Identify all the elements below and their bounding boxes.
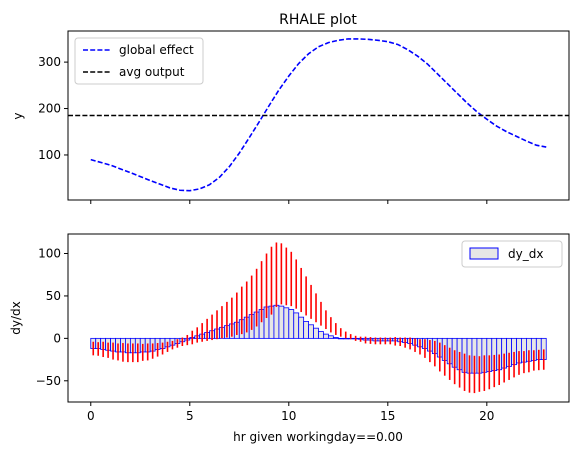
bottom-x-axis-label: hr given workingday==0.00	[233, 430, 403, 444]
top-y-tick-label: 200	[38, 102, 61, 116]
bottom-panel: −50 0 50 100 0 5 10 15 20 hr given workingday==…	[9, 233, 570, 444]
bottom-y-tick-label: 100	[38, 247, 61, 261]
top-panel-title: RHALE plot	[279, 12, 357, 28]
bottom-plot-area	[67, 233, 570, 403]
dy-dx-bar	[298, 316, 305, 339]
top-series	[68, 38, 569, 192]
bottom-x-ticks: 0 5 10 15 20	[87, 402, 494, 423]
bottom-y-axis-label: dy/dx	[9, 301, 23, 334]
dy-dx-bar	[318, 331, 324, 339]
top-y-ticks: 100 200 300	[38, 55, 68, 162]
bottom-x-tick-label: 20	[479, 409, 494, 423]
legend-label-dy-dx: dy_dx	[508, 247, 543, 261]
bottom-x-tick-label: 10	[281, 409, 296, 423]
dy-dx-bar	[308, 324, 314, 339]
dy-dx-bar	[337, 337, 344, 340]
top-panel: RHALE plot 100 200 300 y global effect avg…	[11, 12, 570, 204]
bottom-legend: dy_dx	[461, 240, 563, 268]
legend-label-avg-output: avg output	[119, 65, 185, 79]
bottom-error-bars	[92, 242, 545, 394]
top-y-tick-label: 100	[38, 148, 61, 162]
legend-patch-dy-dx	[469, 247, 499, 260]
dy-dx-bar	[327, 335, 334, 339]
dy-dx-bar	[342, 337, 349, 340]
bottom-x-tick-label: 5	[186, 409, 194, 423]
legend-label-global-effect: global effect	[119, 43, 194, 57]
top-y-axis-label: y	[11, 112, 25, 119]
top-legend: global effect avg output	[74, 37, 204, 85]
dy-dx-bar	[288, 309, 295, 339]
top-y-tick-label: 300	[38, 55, 61, 69]
dy-dx-bar	[278, 305, 285, 339]
bottom-y-ticks: −50 0 50 100	[36, 247, 68, 388]
bottom-y-tick-label: −50	[36, 374, 61, 388]
bottom-y-tick-label: 50	[46, 289, 61, 303]
top-x-ticks	[90, 200, 488, 204]
bottom-bars	[90, 304, 547, 374]
dy-dx-bar	[293, 312, 300, 339]
dy-dx-bar	[273, 304, 280, 339]
bottom-y-tick-label: 0	[53, 331, 61, 345]
dy-dx-bar	[323, 333, 329, 339]
dy-dx-bar	[313, 327, 319, 339]
bottom-x-tick-label: 0	[87, 409, 95, 423]
dy-dx-bar	[303, 320, 309, 339]
bottom-x-tick-label: 15	[380, 409, 395, 423]
dy-dx-bar	[283, 307, 290, 339]
dy-dx-bar	[332, 337, 339, 339]
